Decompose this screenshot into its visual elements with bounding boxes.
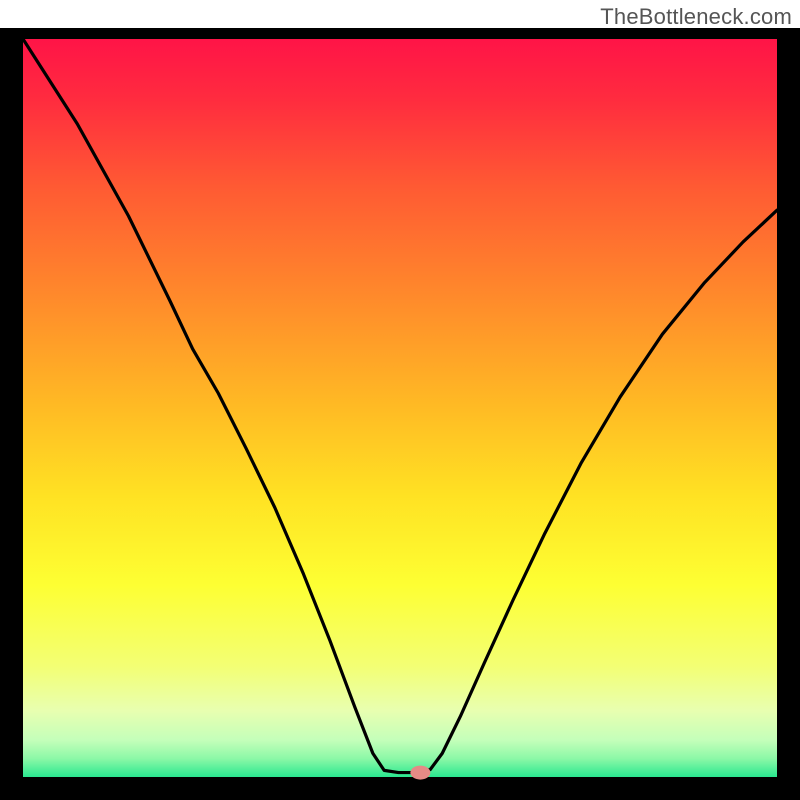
chart-container: TheBottleneck.com: [0, 0, 800, 800]
gradient-background: [23, 39, 777, 777]
optimum-marker: [410, 766, 430, 780]
chart-svg: [0, 0, 800, 800]
